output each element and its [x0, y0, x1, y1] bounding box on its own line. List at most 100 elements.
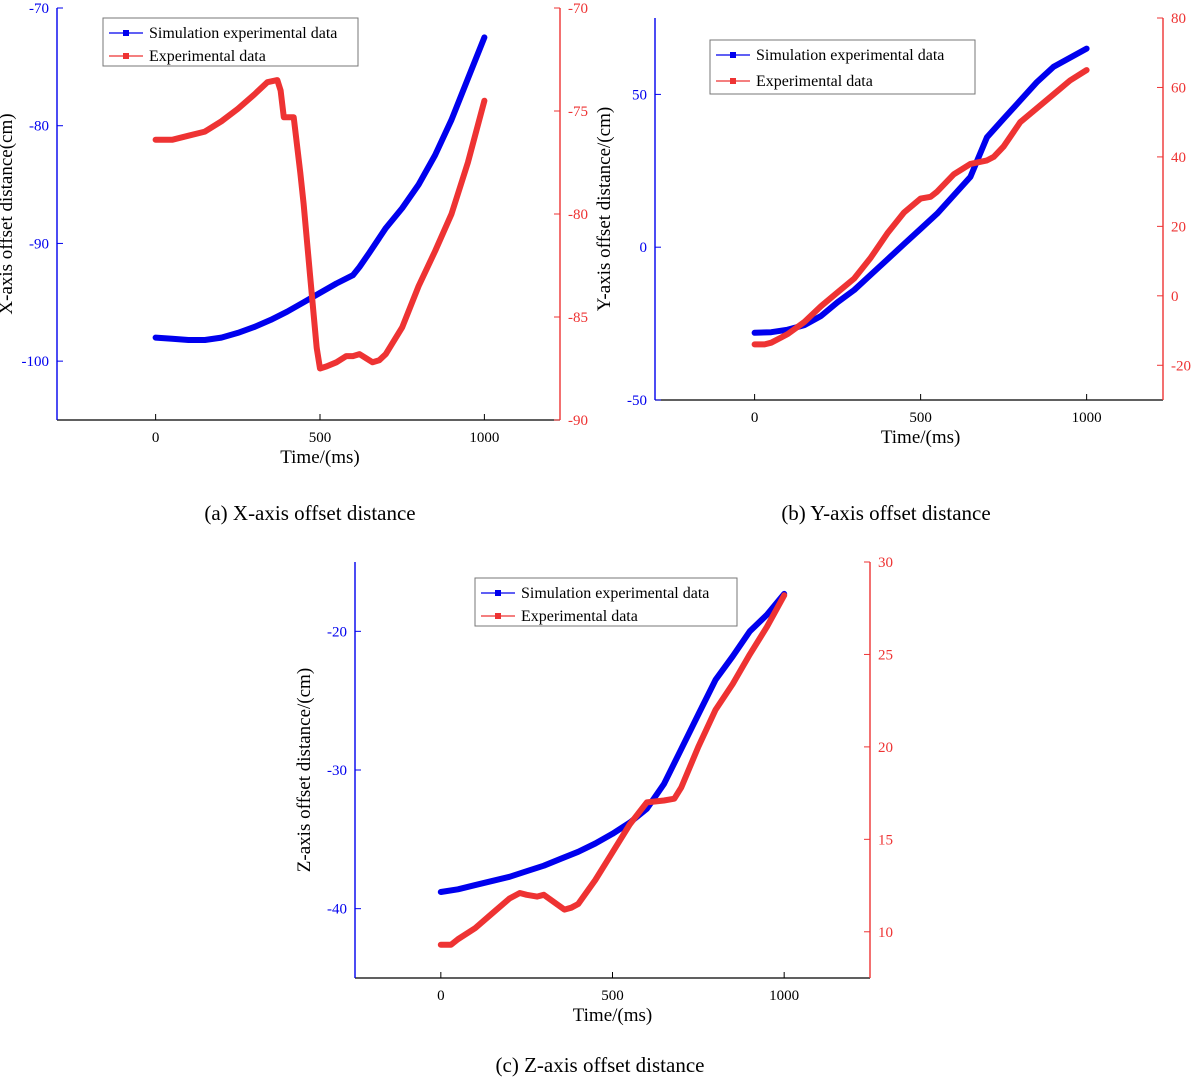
y2-tick-label: 10	[878, 925, 893, 941]
experimental-data-point	[730, 681, 736, 687]
experimental-data-point	[534, 894, 540, 900]
legend-box	[709, 39, 976, 95]
y-tick-label: 0	[640, 240, 648, 256]
experimental-data-point	[575, 901, 581, 907]
simulation-data-point	[951, 192, 957, 198]
experimental-data-point	[1034, 105, 1040, 111]
simulation-data-point	[695, 712, 701, 718]
simulation-data-point	[1050, 64, 1056, 70]
simulation-data-point	[284, 309, 290, 315]
experimental-data-point	[438, 942, 444, 948]
simulation-data-point	[730, 653, 736, 659]
experimental-data-point	[967, 161, 973, 167]
x-tick-label: 500	[909, 410, 932, 426]
y2-tick-label: -75	[568, 104, 588, 120]
simulation-data-point	[202, 337, 208, 343]
simulation-data-point	[455, 886, 461, 892]
simulation-data-point	[752, 330, 758, 336]
simulation-data-point	[432, 152, 438, 158]
simulation-data-point	[169, 336, 175, 342]
y-tick-label: -90	[29, 236, 49, 252]
y2-tick-label: 80	[1171, 11, 1186, 27]
simulation-data-point	[610, 831, 615, 837]
experimental-data-point	[333, 359, 339, 365]
legend-entry: Experimental data	[521, 608, 638, 625]
legend-swatch-marker	[123, 53, 129, 59]
experimental-data-point	[356, 351, 362, 357]
simulation-data-point	[575, 849, 581, 855]
simulation-data-point	[1067, 55, 1073, 61]
y2-tick-label: 60	[1171, 80, 1186, 96]
simulation-data-point	[747, 628, 753, 634]
experimental-data-point	[218, 118, 224, 124]
simulation-data-point	[438, 889, 444, 895]
y2-tick-label: 20	[878, 740, 893, 756]
simulation-data-point	[851, 287, 857, 293]
simulation-data-point	[934, 211, 940, 217]
simulation-data-point	[835, 299, 841, 305]
simulation-data-point	[558, 856, 564, 862]
experimental-data-point	[317, 366, 323, 371]
y-tick-label: -40	[327, 902, 347, 918]
simulation-data-point	[218, 335, 224, 341]
experimental-data-point	[399, 324, 405, 330]
experimental-data-point	[153, 137, 159, 143]
legend-entry: Simulation experimental data	[149, 25, 337, 42]
experimental-data-point	[507, 895, 512, 901]
experimental-data-point	[851, 275, 857, 281]
simulation-data-point	[678, 746, 684, 752]
experimental-data-point	[472, 925, 478, 931]
legend-entry: Experimental data	[149, 48, 266, 65]
caption-a: (a) X-axis offset distance	[204, 501, 415, 525]
x-axis-label: Time/(ms)	[573, 1005, 653, 1026]
experimental-data-point	[592, 877, 598, 883]
simulation-data-point	[489, 878, 495, 884]
simulation-data-point	[1017, 98, 1023, 104]
legend-box	[102, 17, 359, 67]
x-tick-label: 500	[601, 988, 624, 1004]
simulation-data-point	[1034, 79, 1040, 85]
simulation-data-point	[366, 250, 372, 256]
x-axis-label: Time/(ms)	[881, 427, 961, 448]
experimental-data-point	[752, 341, 758, 347]
simulation-data-point	[918, 226, 924, 232]
simulation-data-point	[449, 117, 455, 123]
experimental-data-point	[1067, 78, 1073, 84]
experimental-data-point	[301, 201, 307, 207]
simulation-data-point	[481, 34, 487, 40]
legend-entry: Simulation experimental data	[521, 585, 709, 602]
simulation-data-line	[152, 34, 488, 343]
experimental-data-point	[481, 98, 487, 104]
experimental-data-point	[1050, 91, 1056, 97]
experimental-data-point	[524, 892, 530, 898]
experimental-data-point	[951, 171, 957, 177]
experimental-data-point	[307, 273, 313, 279]
experimental-data-point	[778, 334, 784, 340]
y-axis-label: X-axis offset distance(cm)	[0, 113, 17, 314]
simulation-data-point	[713, 677, 718, 683]
experimental-data-point	[695, 744, 701, 750]
experimental-data-point	[251, 92, 257, 98]
simulation-data-point	[967, 174, 973, 180]
y-tick-label: 50	[632, 87, 647, 103]
simulation-data-point	[333, 280, 339, 286]
experimental-data-point	[984, 157, 990, 163]
experimental-data-point	[610, 849, 615, 855]
experimental-data-point	[762, 341, 768, 347]
y2-tick-label: 15	[878, 832, 893, 848]
y-axis-label: Y-axis offset distance/(cm)	[594, 107, 615, 311]
experimental-data-point	[644, 799, 650, 805]
experimental-data-point	[324, 363, 330, 369]
legend-entry: Experimental data	[756, 73, 873, 90]
experimental-data-point	[928, 194, 934, 200]
y-tick-label: -50	[627, 393, 647, 409]
simulation-data-point	[541, 863, 547, 869]
simulation-data-point	[818, 313, 824, 319]
experimental-data-point	[449, 211, 455, 217]
chart-a: 0 500 1000 -70 -80 -90 -100 -70 -75 -80 -85 -90 Time…	[0, 1, 588, 468]
x-axis-label: Time/(ms)	[280, 447, 360, 468]
simulation-data-point	[350, 272, 356, 278]
experimental-data-point	[918, 196, 924, 202]
experimental-data-point	[627, 822, 633, 828]
experimental-data-point	[455, 936, 461, 942]
